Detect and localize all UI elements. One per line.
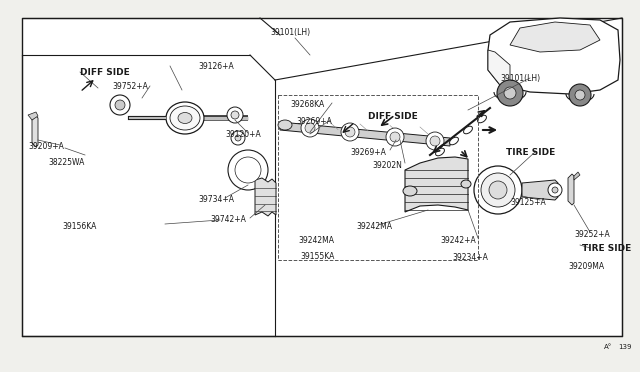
Text: 39269+A: 39269+A xyxy=(350,148,386,157)
Text: 39734+A: 39734+A xyxy=(198,195,234,204)
Text: 39202N: 39202N xyxy=(372,161,402,170)
Text: 139: 139 xyxy=(618,344,632,350)
Text: 39742+A: 39742+A xyxy=(210,215,246,224)
Circle shape xyxy=(390,132,400,142)
Text: 39242+A: 39242+A xyxy=(440,236,476,245)
Circle shape xyxy=(231,111,239,119)
Text: DIFF SIDE: DIFF SIDE xyxy=(368,112,418,121)
Text: DIFF SIDE: DIFF SIDE xyxy=(80,68,130,77)
Ellipse shape xyxy=(463,126,472,134)
Ellipse shape xyxy=(461,180,471,188)
Text: TIRE SIDE: TIRE SIDE xyxy=(506,148,556,157)
Text: 39120+A: 39120+A xyxy=(225,130,260,139)
Circle shape xyxy=(115,100,125,110)
Circle shape xyxy=(569,84,591,106)
Circle shape xyxy=(386,128,404,146)
Text: 39269+A: 39269+A xyxy=(296,117,332,126)
Text: 39126+A: 39126+A xyxy=(198,62,234,71)
Text: 39209MA: 39209MA xyxy=(568,262,604,271)
Text: 39752+A: 39752+A xyxy=(112,82,148,91)
Polygon shape xyxy=(255,178,276,216)
Circle shape xyxy=(575,90,585,100)
Text: 39209+A: 39209+A xyxy=(28,142,64,151)
Circle shape xyxy=(341,123,359,141)
Polygon shape xyxy=(568,174,574,205)
Circle shape xyxy=(345,127,355,137)
Circle shape xyxy=(430,136,440,146)
Text: 39252+A: 39252+A xyxy=(574,230,610,239)
Bar xyxy=(22,18,622,336)
Text: 39101(LH): 39101(LH) xyxy=(500,74,540,83)
Ellipse shape xyxy=(166,102,204,134)
Polygon shape xyxy=(522,180,558,200)
Text: 39242MA: 39242MA xyxy=(298,236,334,245)
Polygon shape xyxy=(488,18,620,94)
Circle shape xyxy=(235,135,241,141)
Circle shape xyxy=(301,119,319,137)
Circle shape xyxy=(552,187,558,193)
Polygon shape xyxy=(280,122,450,146)
Polygon shape xyxy=(488,50,510,88)
Circle shape xyxy=(110,95,130,115)
Bar xyxy=(278,95,478,260)
Text: 38225WA: 38225WA xyxy=(48,158,84,167)
Ellipse shape xyxy=(403,186,417,196)
Text: 39268KA: 39268KA xyxy=(290,100,324,109)
Text: 39125+A: 39125+A xyxy=(510,198,546,207)
Ellipse shape xyxy=(278,120,292,130)
Text: 39155KA: 39155KA xyxy=(300,252,334,261)
Ellipse shape xyxy=(170,106,200,130)
Ellipse shape xyxy=(449,137,458,145)
Circle shape xyxy=(228,150,268,190)
Circle shape xyxy=(504,87,516,99)
Text: 39234+A: 39234+A xyxy=(452,253,488,262)
Text: 39101(LH): 39101(LH) xyxy=(270,28,310,37)
Circle shape xyxy=(426,132,444,150)
Ellipse shape xyxy=(436,148,444,156)
Polygon shape xyxy=(32,116,38,147)
Circle shape xyxy=(231,131,245,145)
Polygon shape xyxy=(405,157,468,212)
Circle shape xyxy=(489,181,507,199)
Circle shape xyxy=(305,123,315,133)
Text: 39156KA: 39156KA xyxy=(62,222,97,231)
Text: 39242MA: 39242MA xyxy=(356,222,392,231)
Text: TIRE SIDE: TIRE SIDE xyxy=(582,244,631,253)
Ellipse shape xyxy=(178,112,192,124)
Polygon shape xyxy=(510,22,600,52)
Circle shape xyxy=(227,107,243,123)
Circle shape xyxy=(548,183,562,197)
Text: A°: A° xyxy=(604,344,612,350)
Polygon shape xyxy=(574,172,580,180)
Circle shape xyxy=(497,80,523,106)
Ellipse shape xyxy=(477,115,486,123)
Circle shape xyxy=(474,166,522,214)
Circle shape xyxy=(235,157,261,183)
Polygon shape xyxy=(28,112,38,120)
Circle shape xyxy=(481,173,515,207)
